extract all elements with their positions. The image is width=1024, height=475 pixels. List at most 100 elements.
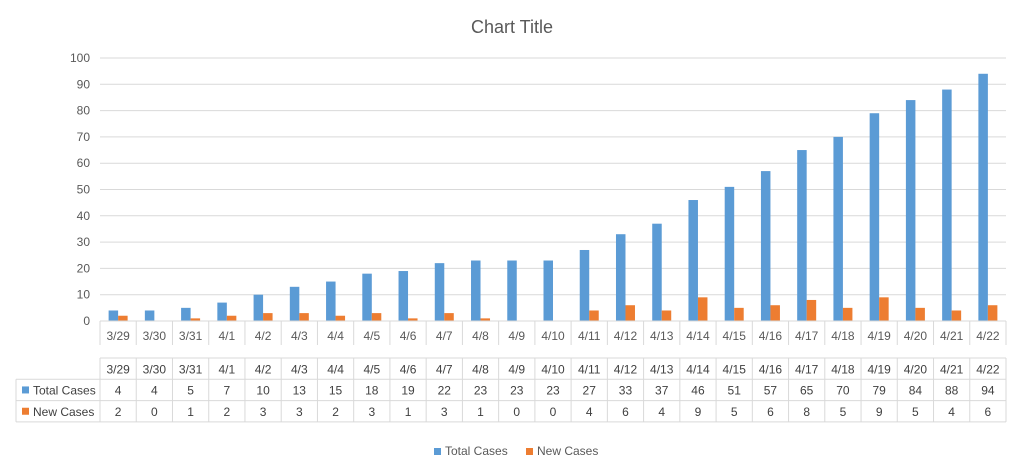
bar-total-cases — [398, 271, 409, 321]
table-header-cell: 4/15 — [723, 362, 747, 376]
table-value-cell: 5 — [912, 405, 919, 419]
table-header-cell: 3/29 — [106, 362, 130, 376]
x-tick-label: 4/13 — [650, 329, 674, 343]
table-value-cell: 2 — [115, 405, 122, 419]
table-header-cell: 4/4 — [327, 362, 344, 376]
table-header-cell: 4/10 — [541, 362, 565, 376]
y-tick-label: 20 — [77, 261, 91, 275]
table-header-cell: 4/18 — [831, 362, 855, 376]
table-header-cell: 3/30 — [143, 362, 167, 376]
table-header-cell: 4/3 — [291, 362, 308, 376]
bar-total-cases — [905, 100, 916, 321]
bar-total-cases — [181, 307, 191, 321]
table-value-cell: 5 — [187, 384, 194, 398]
x-tick-label: 4/7 — [436, 329, 453, 343]
table-value-cell: 7 — [223, 384, 230, 398]
table-value-cell: 23 — [474, 384, 488, 398]
bar-total-cases — [869, 113, 880, 321]
y-tick-label: 40 — [77, 209, 91, 223]
bar-new-cases — [190, 318, 201, 321]
table-value-cell: 9 — [876, 405, 883, 419]
x-tick-label: 4/14 — [686, 329, 710, 343]
bar-new-cases — [226, 315, 237, 321]
x-tick-label: 4/2 — [255, 329, 272, 343]
bar-new-cases — [879, 297, 889, 321]
table-header-cell: 4/22 — [976, 362, 1000, 376]
table-value-cell: 0 — [550, 405, 557, 419]
legend-swatch — [526, 448, 533, 455]
table-value-cell: 1 — [477, 405, 484, 419]
x-tick-label: 4/6 — [400, 329, 417, 343]
table-value-cell: 10 — [256, 384, 270, 398]
table-value-cell: 2 — [332, 405, 339, 419]
x-axis: 3/29 3/30 3/31 4/1 4/2 4/3 4/4 4/5 4/6 4/7 4/8 4/9 4… — [99, 320, 1007, 345]
bar-new-cases — [806, 299, 817, 321]
y-tick-label: 100 — [70, 51, 90, 65]
table-value-cell: 4 — [586, 405, 593, 419]
bar-total-cases — [652, 223, 662, 321]
table-value-cell: 4 — [115, 384, 122, 398]
table-legend-key — [22, 407, 29, 415]
table-value-cell: 23 — [510, 384, 524, 398]
table-value-cell: 3 — [296, 405, 303, 419]
y-tick-label: 60 — [77, 156, 91, 170]
bar-new-cases — [480, 318, 491, 321]
y-tick-label: 70 — [77, 130, 91, 144]
gridlines — [100, 57, 1006, 322]
data-table: 3/29 3/30 3/31 4/1 4/2 4/3 4/4 4/5 4/6 4/7 4/8 4/9 4… — [15, 357, 1007, 423]
bar-total-cases — [760, 171, 771, 321]
bar-total-cases — [217, 302, 227, 321]
bar-total-cases — [942, 89, 952, 321]
table-header-cell: 4/21 — [940, 362, 964, 376]
bar-total-cases — [615, 234, 626, 321]
y-tick-label: 30 — [77, 235, 91, 249]
x-tick-label: 4/15 — [723, 329, 747, 343]
x-tick-label: 4/8 — [472, 329, 489, 343]
bar-new-cases — [842, 307, 853, 321]
bar-new-cases — [299, 313, 309, 321]
x-tick-label: 4/22 — [976, 329, 1000, 343]
bar-total-cases — [289, 286, 300, 321]
bar-total-cases — [471, 260, 481, 321]
table-value-cell: 18 — [365, 384, 379, 398]
bar-new-cases — [661, 310, 672, 321]
table-header-cell: 3/31 — [179, 362, 203, 376]
table-header-cell: 4/19 — [867, 362, 891, 376]
table-value-cell: 19 — [401, 384, 415, 398]
y-tick-label: 90 — [77, 77, 91, 91]
table-header-cell: 4/5 — [363, 362, 380, 376]
bar-total-cases — [688, 200, 698, 321]
bar-total-cases — [144, 310, 155, 321]
x-tick-label: 3/30 — [143, 329, 167, 343]
bar-new-cases — [589, 310, 599, 321]
table-value-cell: 2 — [223, 405, 230, 419]
legend-swatch — [434, 448, 441, 455]
table-value-cell: 79 — [872, 384, 886, 398]
bar-total-cases — [507, 260, 517, 321]
x-tick-label: 4/19 — [867, 329, 891, 343]
bar-total-cases — [978, 73, 988, 321]
y-tick-label: 0 — [83, 314, 90, 328]
y-tick-label: 10 — [77, 288, 91, 302]
x-tick-label: 4/18 — [831, 329, 855, 343]
table-value-cell: 4 — [948, 405, 955, 419]
table-value-cell: 3 — [441, 405, 448, 419]
bar-new-cases — [625, 305, 635, 321]
x-tick-label: 4/3 — [291, 329, 308, 343]
table-header-cell: 4/16 — [759, 362, 783, 376]
table-value-cell: 88 — [945, 384, 959, 398]
table-value-cell: 4 — [151, 384, 158, 398]
x-tick-label: 4/1 — [218, 329, 235, 343]
table-header-cell: 4/17 — [795, 362, 819, 376]
chart-title: Chart Title — [471, 17, 553, 37]
x-tick-label: 3/29 — [106, 329, 130, 343]
bar-new-cases — [335, 315, 346, 321]
x-tick-label: 4/9 — [508, 329, 525, 343]
bar-new-cases — [987, 305, 998, 321]
x-tick-label: 4/21 — [940, 329, 964, 343]
bar-new-cases — [118, 315, 128, 321]
table-value-cell: 23 — [546, 384, 560, 398]
table-header-cell: 4/9 — [508, 362, 525, 376]
x-tick-label: 4/12 — [614, 329, 638, 343]
table-row-label: Total Cases — [33, 384, 96, 398]
